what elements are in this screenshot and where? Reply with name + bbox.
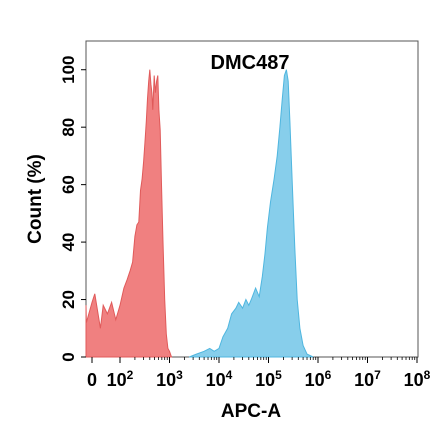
y-tick-label: 60 xyxy=(59,175,78,194)
x-tick-label: 108 xyxy=(404,368,431,390)
x-tick-label: 107 xyxy=(354,368,381,390)
y-tick-label: 40 xyxy=(59,233,78,252)
y-tick-label: 100 xyxy=(59,56,78,84)
x-tick-label: 0 xyxy=(87,370,97,390)
x-axis-label: APC-A xyxy=(221,401,281,422)
series-2-area xyxy=(189,69,314,358)
series-layer xyxy=(85,69,314,358)
y-axis-label: Count (%) xyxy=(25,154,46,244)
x-tick-label: 105 xyxy=(255,368,282,390)
x-tick-label: 104 xyxy=(206,368,233,390)
y-tick-label: 0 xyxy=(59,352,78,361)
y-tick-label: 20 xyxy=(59,290,78,309)
y-tick-label: 80 xyxy=(59,118,78,137)
x-tick-label: 103 xyxy=(156,368,183,390)
x-tick-label: 102 xyxy=(107,368,134,390)
x-tick-label: 106 xyxy=(305,368,332,390)
chart-title: DMC487 xyxy=(211,52,290,74)
series-1-area xyxy=(85,69,173,358)
